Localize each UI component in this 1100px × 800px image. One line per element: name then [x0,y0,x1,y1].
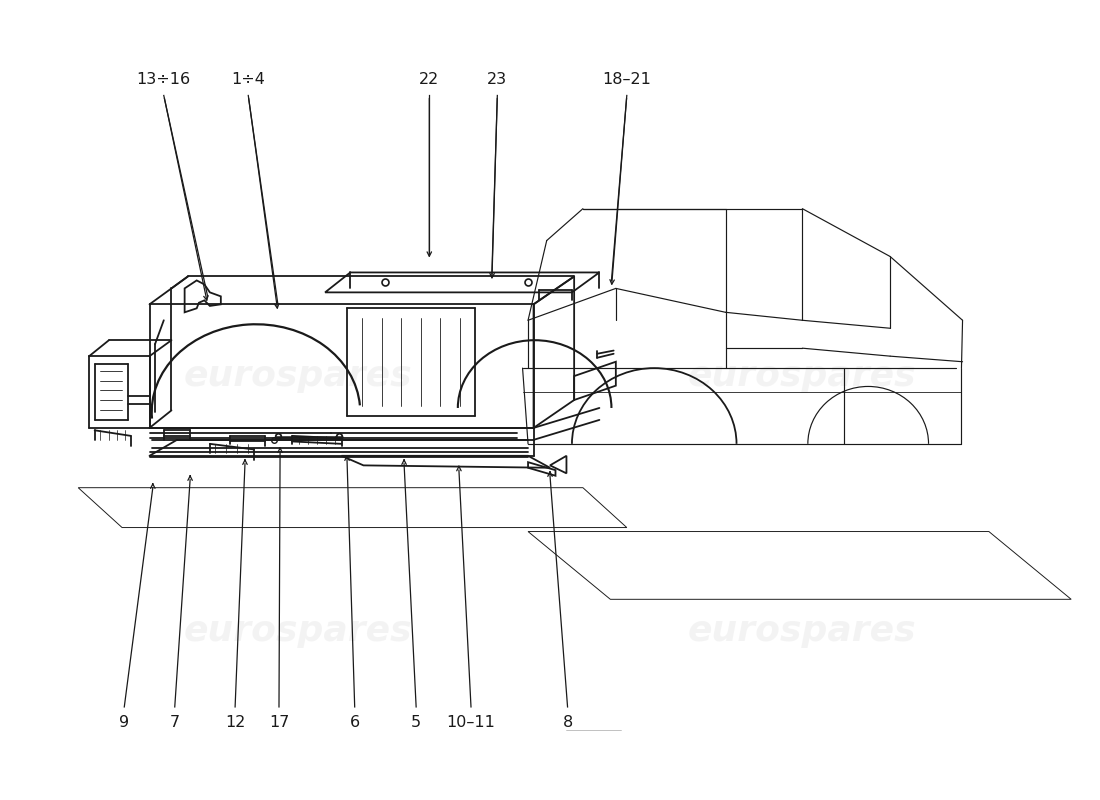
Text: 23: 23 [487,73,507,87]
Text: 13÷16: 13÷16 [136,73,190,87]
Text: 1÷4: 1÷4 [231,73,265,87]
Text: 12: 12 [224,715,245,730]
Text: 8: 8 [562,715,573,730]
Text: 22: 22 [419,73,439,87]
Text: 6: 6 [350,715,360,730]
Text: 9: 9 [119,715,130,730]
Text: 17: 17 [268,715,289,730]
Text: eurospares: eurospares [184,359,412,393]
Text: eurospares: eurospares [688,359,916,393]
Text: eurospares: eurospares [184,614,412,648]
Text: eurospares: eurospares [688,614,916,648]
Text: 10–11: 10–11 [447,715,495,730]
Text: 5: 5 [411,715,421,730]
Text: 7: 7 [169,715,179,730]
Text: 18–21: 18–21 [603,73,651,87]
